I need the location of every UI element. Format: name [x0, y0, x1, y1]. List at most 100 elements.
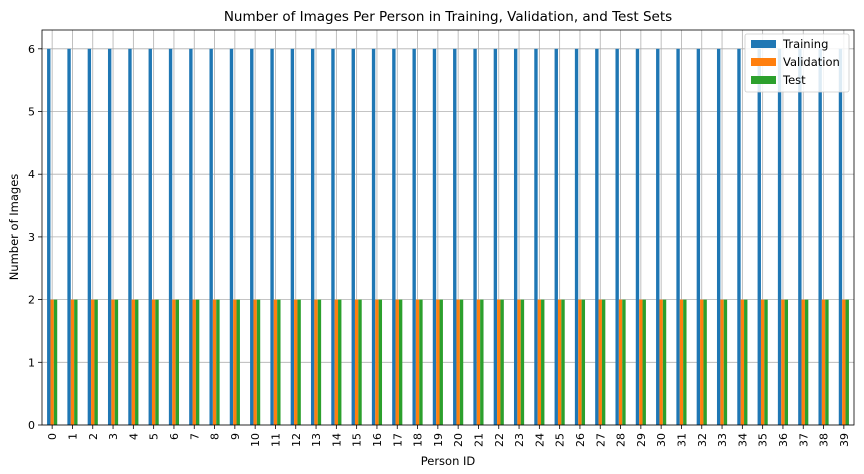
bar-training-38 [818, 48, 822, 426]
bar-training-24 [534, 48, 538, 426]
bar-validation-27 [598, 299, 602, 425]
bar-training-6 [168, 48, 173, 426]
legend: Training Validation Test [744, 33, 850, 93]
bar-test-14 [338, 299, 342, 425]
bar-validation-29 [639, 299, 643, 425]
bar-training-28 [615, 48, 619, 426]
x-tick-label: 22 [493, 433, 506, 447]
x-tick-label: 33 [716, 433, 729, 447]
bar-training-27 [595, 48, 599, 426]
chart-title: Number of Images Per Person in Training,… [224, 9, 672, 25]
bar-validation-33 [720, 299, 724, 425]
bars [47, 48, 849, 426]
bar-training-35 [757, 48, 761, 426]
bar-validation-21 [476, 299, 481, 425]
bar-validation-31 [679, 299, 684, 425]
legend-label-validation: Validation [783, 55, 840, 69]
x-tick-label: 26 [574, 433, 587, 447]
bar-training-17 [392, 48, 396, 426]
x-tick-label: 11 [269, 433, 282, 447]
x-tick-label: 32 [696, 433, 709, 447]
bar-validation-6 [172, 299, 176, 425]
bar-training-13 [310, 48, 315, 426]
bar-test-5 [155, 299, 159, 425]
y-tick-label: 6 [28, 43, 35, 56]
y-tick-label: 2 [28, 294, 35, 307]
bar-test-16 [378, 299, 383, 425]
x-tick-label: 29 [635, 433, 648, 447]
bar-test-37 [804, 299, 809, 425]
bar-validation-23 [517, 299, 521, 425]
bar-validation-24 [537, 299, 542, 425]
bar-test-26 [581, 299, 586, 425]
bar-training-20 [453, 48, 457, 426]
bar-test-22 [500, 299, 504, 425]
bar-test-35 [764, 299, 768, 425]
x-tick-label: 1 [66, 433, 79, 440]
x-tick-label: 31 [675, 433, 688, 447]
bar-validation-36 [781, 299, 785, 425]
bar-training-12 [290, 48, 295, 426]
bar-test-10 [256, 299, 261, 425]
bar-test-38 [825, 299, 829, 425]
bar-test-2 [94, 299, 98, 425]
bar-validation-28 [618, 299, 623, 425]
bar-training-18 [412, 48, 416, 426]
bar-training-3 [107, 48, 112, 426]
bar-training-11 [270, 48, 274, 426]
plot-frame [41, 29, 855, 426]
x-tick-label: 38 [818, 433, 831, 447]
y-tick-label: 5 [28, 106, 35, 119]
x-tick-label: 24 [533, 433, 546, 447]
bar-test-27 [601, 299, 606, 425]
x-tick-label: 2 [87, 433, 100, 440]
bar-training-8 [209, 48, 213, 426]
x-tick-label: 34 [736, 433, 749, 447]
bar-validation-16 [375, 299, 379, 425]
bar-training-5 [148, 48, 152, 426]
bar-validation-4 [131, 299, 136, 425]
bar-validation-2 [91, 299, 95, 425]
bar-validation-13 [314, 299, 318, 425]
x-tick-label: 21 [472, 433, 485, 447]
bar-training-19 [432, 48, 437, 426]
bar-test-30 [662, 299, 667, 425]
y-axis-label: Number of Images [7, 174, 21, 281]
bar-training-1 [67, 48, 71, 426]
bar-training-39 [838, 48, 843, 426]
bar-validation-17 [395, 299, 399, 425]
bar-training-0 [47, 48, 51, 426]
bar-validation-39 [842, 299, 846, 425]
bar-test-18 [419, 299, 423, 425]
bar-training-37 [798, 48, 802, 426]
bar-test-24 [541, 299, 545, 425]
bar-training-9 [229, 48, 234, 426]
x-tick-label: 15 [351, 433, 364, 447]
bar-training-32 [696, 48, 701, 426]
legend-label-training: Training [782, 37, 828, 51]
bar-test-4 [135, 299, 139, 425]
bar-test-7 [195, 299, 200, 425]
bar-test-25 [561, 299, 565, 425]
x-tick-label: 7 [188, 433, 201, 440]
x-tick-label: 13 [310, 433, 323, 447]
x-tick-label: 23 [513, 433, 526, 447]
x-tick-label: 14 [330, 433, 343, 447]
y-tick-label: 4 [28, 168, 35, 181]
x-tick-label: 35 [757, 433, 770, 447]
bar-validation-5 [151, 299, 156, 425]
bar-test-28 [622, 299, 626, 425]
bar-test-36 [784, 299, 789, 425]
bar-test-11 [277, 299, 281, 425]
bar-validation-9 [233, 299, 237, 425]
bar-training-31 [676, 48, 680, 426]
bar-training-16 [371, 48, 376, 426]
bar-validation-15 [354, 299, 359, 425]
bar-validation-25 [557, 299, 562, 425]
bar-training-4 [128, 48, 132, 426]
bar-training-26 [574, 48, 579, 426]
legend-swatch-training [751, 40, 776, 48]
bar-training-23 [513, 48, 518, 426]
x-tick-label: 19 [432, 433, 445, 447]
